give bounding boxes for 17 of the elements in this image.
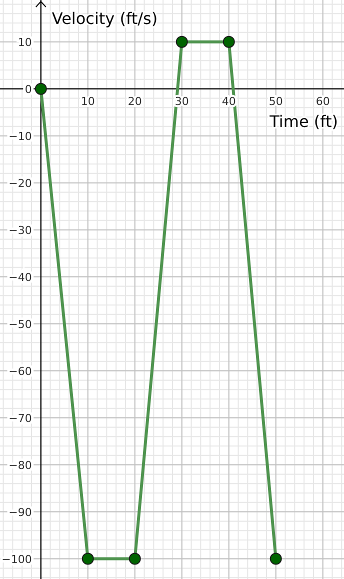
y-axis-title: Velocity (ft/s): [52, 9, 158, 28]
y-tick-label: −40: [8, 270, 32, 284]
y-tick-label: 10: [18, 36, 32, 49]
y-tick-label: −80: [8, 458, 32, 472]
y-tick-label: −30: [8, 224, 32, 237]
x-axis-title: Time (ft): [268, 112, 338, 131]
x-tick-label: 20: [128, 94, 142, 108]
y-tick-label: −70: [8, 412, 32, 425]
x-tick-label: 10: [80, 94, 95, 108]
y-tick-label: −100: [2, 552, 32, 566]
y-tick-label: −90: [8, 506, 32, 519]
y-tick-label: −10: [8, 130, 32, 143]
x-tick-label: 60: [316, 94, 330, 108]
y-tick-label: −60: [8, 364, 32, 378]
y-tick-label: −50: [8, 318, 32, 331]
x-tick-label: 50: [268, 94, 283, 108]
y-tick-label: −20: [8, 176, 32, 190]
